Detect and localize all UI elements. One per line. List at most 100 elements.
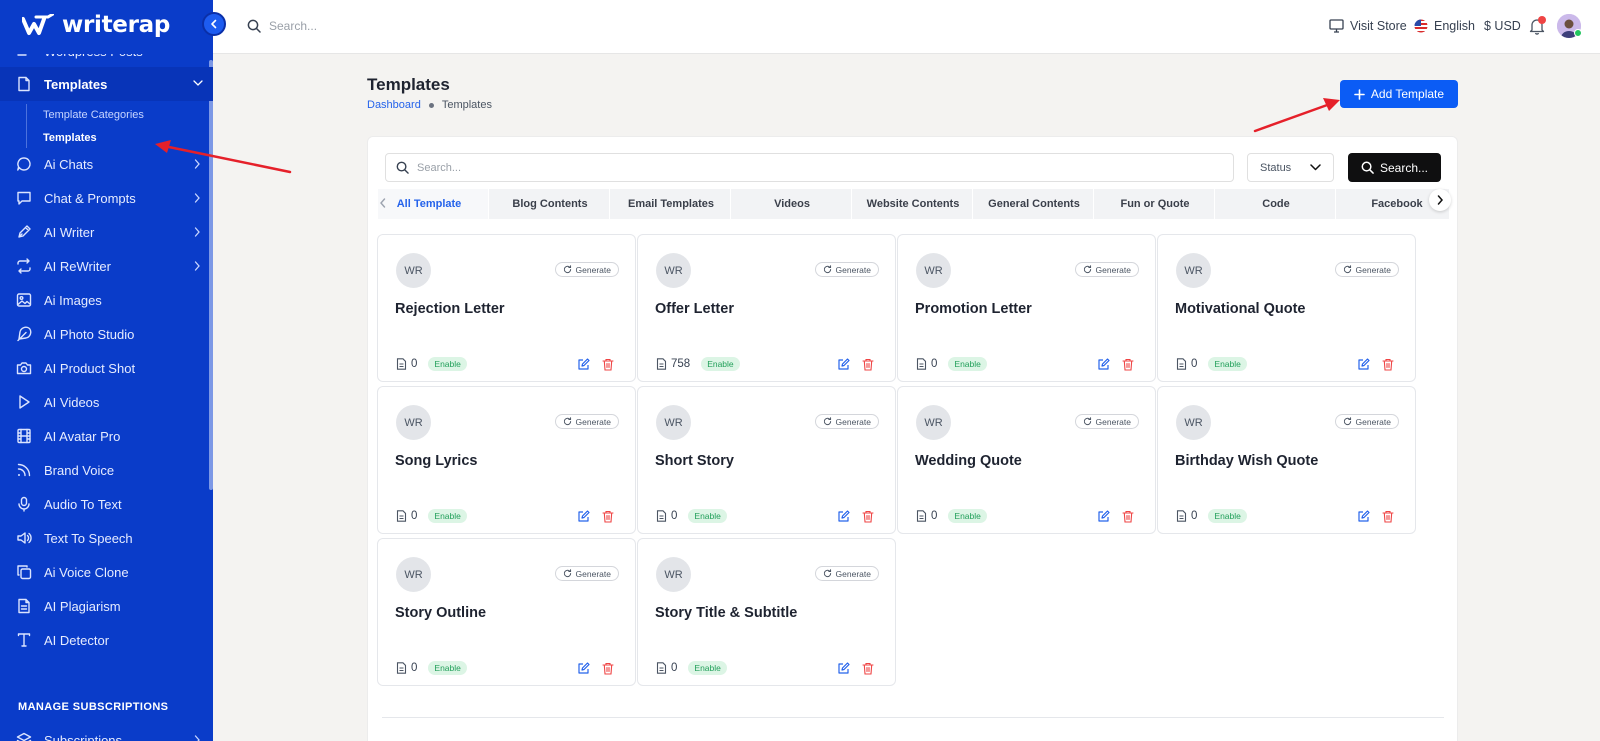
template-card[interactable]: WR Generate Birthday Wish Quote 0 Enable: [1157, 386, 1416, 534]
trash-icon[interactable]: [602, 510, 614, 523]
template-card[interactable]: WR Generate Promotion Letter 0 Enable: [897, 234, 1156, 382]
trash-icon[interactable]: [1122, 358, 1134, 371]
trash-icon[interactable]: [1122, 510, 1134, 523]
status-select-label: Status: [1260, 161, 1292, 174]
edit-icon[interactable]: [1097, 358, 1110, 371]
tab-general-contents[interactable]: General Contents: [975, 189, 1094, 219]
sidebar-item-ai-product-shot[interactable]: AI Product Shot: [0, 351, 213, 385]
document-count-icon: [656, 358, 667, 370]
tabs-scroll-left-icon[interactable]: [379, 198, 387, 208]
document-count-icon: [916, 510, 927, 522]
tab-facebook[interactable]: Facebook: [1338, 189, 1449, 219]
sidebar-item-ai-voice-clone[interactable]: Ai Voice Clone: [0, 555, 213, 589]
sidebar-item-ai-rewriter[interactable]: AI ReWriter: [0, 249, 213, 283]
generate-button[interactable]: Generate: [814, 414, 879, 429]
global-search[interactable]: Search...: [247, 19, 317, 33]
template-card[interactable]: WR Generate Story Outline 0 Enable: [377, 538, 636, 686]
sidebar-item-brand-voice[interactable]: Brand Voice: [0, 453, 213, 487]
edit-icon[interactable]: [837, 510, 850, 523]
refresh-icon: [1343, 265, 1351, 274]
trash-icon[interactable]: [862, 510, 874, 523]
trash-icon[interactable]: [602, 662, 614, 675]
add-template-label: Add Template: [1370, 87, 1445, 101]
tab-fun-or-quote[interactable]: Fun or Quote: [1096, 189, 1215, 219]
writerap-logo-icon: [22, 14, 54, 35]
sidebar-collapse-button[interactable]: [202, 12, 226, 36]
edit-icon[interactable]: [577, 510, 590, 523]
copy-icon: [17, 565, 32, 580]
sidebar-item-ai-videos[interactable]: AI Videos: [0, 385, 213, 419]
template-title: Rejection Letter: [395, 301, 505, 317]
add-template-button[interactable]: Add Template: [1340, 80, 1458, 108]
sidebar-item-audio-to-text[interactable]: Audio To Text: [0, 487, 213, 521]
edit-icon[interactable]: [837, 662, 850, 675]
generate-button[interactable]: Generate: [1074, 262, 1139, 277]
generate-button[interactable]: Generate: [554, 414, 619, 429]
sidebar-item-ai-images[interactable]: Ai Images: [0, 283, 213, 317]
sidebar-subitem-template-categories[interactable]: Template Categories: [43, 109, 144, 121]
template-card[interactable]: WR Generate Wedding Quote 0 Enable: [897, 386, 1156, 534]
sidebar-item-chat-prompts[interactable]: Chat & Prompts: [0, 181, 213, 215]
sidebar-item-ai-photo-studio[interactable]: AI Photo Studio: [0, 317, 213, 351]
tab-blog-contents[interactable]: Blog Contents: [491, 189, 610, 219]
play-icon: [19, 395, 30, 409]
generate-label: Generate: [575, 416, 611, 427]
sidebar-item-ai-avatar-pro[interactable]: AI Avatar Pro: [0, 419, 213, 453]
pen-icon: [18, 225, 31, 238]
generate-button[interactable]: Generate: [1074, 414, 1139, 429]
template-card[interactable]: WR Generate Offer Letter 758 Enable: [637, 234, 896, 382]
template-card[interactable]: WR Generate Short Story 0 Enable: [637, 386, 896, 534]
trash-icon[interactable]: [1382, 510, 1394, 523]
sidebar-item-ai-plagiarism[interactable]: AI Plagiarism: [0, 589, 213, 623]
generate-button[interactable]: Generate: [814, 566, 879, 581]
tab-videos[interactable]: Videos: [733, 189, 852, 219]
generate-button[interactable]: Generate: [554, 566, 619, 581]
template-card[interactable]: WR Generate Motivational Quote 0 Enable: [1157, 234, 1416, 382]
tab-email-templates[interactable]: Email Templates: [612, 189, 731, 219]
trash-icon[interactable]: [862, 358, 874, 371]
sidebar-item-text-to-speech[interactable]: Text To Speech: [0, 521, 213, 555]
generate-button[interactable]: Generate: [1334, 262, 1399, 277]
sidebar-item-subscriptions[interactable]: Subscriptions: [0, 723, 213, 741]
sidebar-item-ai-chats[interactable]: Ai Chats: [0, 147, 213, 181]
trash-icon[interactable]: [862, 662, 874, 675]
template-card[interactable]: WR Generate Song Lyrics 0 Enable: [377, 386, 636, 534]
template-card[interactable]: WR Generate Rejection Letter 0 Enable: [377, 234, 636, 382]
tabs-scroll-right-button[interactable]: [1429, 189, 1451, 211]
language-selector[interactable]: English: [1414, 19, 1475, 33]
sidebar-subitem-templates[interactable]: Templates: [43, 132, 97, 144]
edit-icon[interactable]: [1357, 358, 1370, 371]
sidebar-scrollbar[interactable]: [209, 60, 213, 490]
visit-store-link[interactable]: Visit Store: [1329, 19, 1407, 33]
template-search-input[interactable]: Search...: [385, 153, 1234, 182]
edit-icon[interactable]: [577, 358, 590, 371]
language-label: English: [1434, 19, 1475, 33]
brand-logo[interactable]: writerap: [22, 12, 170, 38]
edit-icon[interactable]: [837, 358, 850, 371]
tab-website-contents[interactable]: Website Contents: [854, 189, 973, 219]
generate-button[interactable]: Generate: [554, 262, 619, 277]
generate-button[interactable]: Generate: [814, 262, 879, 277]
edit-icon[interactable]: [577, 662, 590, 675]
sidebar-item-ai-detector[interactable]: AI Detector: [0, 623, 213, 657]
trash-icon[interactable]: [1382, 358, 1394, 371]
trash-icon[interactable]: [602, 358, 614, 371]
generate-button[interactable]: Generate: [1334, 414, 1399, 429]
generate-label: Generate: [1355, 264, 1391, 275]
edit-icon[interactable]: [1097, 510, 1110, 523]
edit-icon[interactable]: [1357, 510, 1370, 523]
search-button[interactable]: Search...: [1348, 153, 1441, 182]
document-count-icon: [396, 662, 407, 674]
sidebar-item-label: AI ReWriter: [44, 259, 111, 274]
status-badge: Enable: [428, 357, 467, 371]
search-button-label: Search...: [1379, 160, 1429, 175]
currency-selector[interactable]: $ USD: [1484, 19, 1521, 33]
template-card[interactable]: WR Generate Story Title & Subtitle 0 Enable: [637, 538, 896, 686]
sidebar-item-templates[interactable]: Templates: [0, 67, 213, 101]
tab-code[interactable]: Code: [1217, 189, 1336, 219]
breadcrumb-dashboard-link[interactable]: Dashboard: [367, 99, 421, 111]
sidebar-item-ai-writer[interactable]: AI Writer: [0, 215, 213, 249]
sidebar-section-label: MANAGE SUBSCRIPTIONS: [18, 701, 169, 713]
status-select[interactable]: Status: [1247, 153, 1334, 182]
tab-all-template[interactable]: All Template: [378, 189, 489, 219]
